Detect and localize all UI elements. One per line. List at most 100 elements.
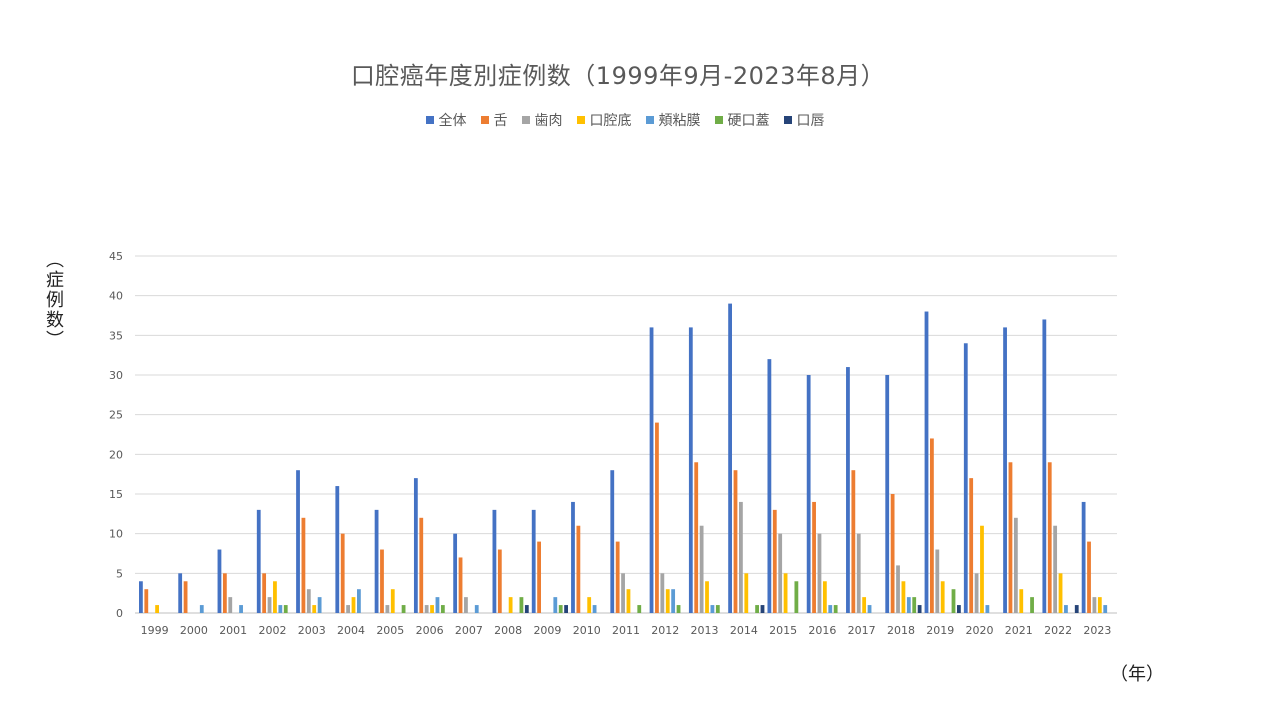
bar <box>524 605 529 613</box>
bar <box>296 470 300 613</box>
bar <box>1042 319 1047 613</box>
bar <box>144 589 149 613</box>
bar <box>615 541 620 613</box>
bar <box>728 303 732 613</box>
legend-swatch <box>645 116 654 124</box>
y-tick-label: 15 <box>109 488 123 501</box>
bar <box>856 533 861 613</box>
bar <box>867 605 872 613</box>
bar <box>576 525 581 613</box>
x-tick-label: 2003 <box>298 624 326 637</box>
bar <box>1019 589 1024 613</box>
x-tick-label: 2018 <box>887 624 915 637</box>
bar <box>974 573 979 613</box>
legend-item: 口唇 <box>783 110 825 130</box>
legend-swatch <box>576 116 585 124</box>
x-tick-label: 2008 <box>494 624 522 637</box>
bar <box>273 581 277 613</box>
bar <box>1064 605 1068 613</box>
bar <box>783 573 788 613</box>
bar <box>380 549 384 613</box>
bar <box>637 605 642 613</box>
bar <box>385 605 390 613</box>
bar <box>930 438 934 613</box>
bar <box>906 597 911 613</box>
x-tick-label: 2016 <box>808 624 836 637</box>
x-tick-label: 2015 <box>769 624 797 637</box>
y-tick-label: 25 <box>109 409 123 422</box>
bar <box>885 375 890 613</box>
bar <box>806 375 811 613</box>
bar <box>812 501 816 613</box>
bar <box>699 525 704 613</box>
legend-swatch <box>714 116 723 124</box>
bar <box>890 494 895 613</box>
bar <box>626 589 631 613</box>
bar <box>665 589 670 613</box>
bar <box>621 573 625 613</box>
x-tick-label: 2000 <box>180 624 208 637</box>
bar <box>553 597 558 613</box>
x-tick-label: 2020 <box>966 624 994 637</box>
bar <box>351 597 356 613</box>
bar <box>335 486 340 613</box>
bar <box>1087 541 1091 613</box>
x-tick-label: 2004 <box>337 624 365 637</box>
x-tick-label: 2006 <box>416 624 444 637</box>
x-tick-label: 2001 <box>219 624 247 637</box>
bar <box>969 478 974 613</box>
bar <box>413 478 418 613</box>
bar <box>239 605 243 613</box>
x-tick-label: 2009 <box>533 624 561 637</box>
bar <box>424 605 429 613</box>
bar <box>492 509 497 613</box>
bar <box>1053 525 1058 613</box>
bar <box>744 573 749 613</box>
legend-swatch <box>480 116 489 124</box>
bar <box>222 573 227 613</box>
bar <box>374 509 379 613</box>
bar <box>846 367 850 613</box>
bar <box>957 605 961 613</box>
bar <box>256 509 261 613</box>
bar <box>822 581 827 613</box>
bar <box>833 605 838 613</box>
x-tick-label: 1999 <box>141 624 169 637</box>
x-tick-label: 2017 <box>848 624 876 637</box>
bar <box>924 311 929 613</box>
legend-label: 舌 <box>493 113 508 129</box>
bar <box>419 517 424 613</box>
y-tick-label: 20 <box>109 448 123 461</box>
bar <box>317 597 322 613</box>
bar <box>901 581 906 613</box>
x-tick-label: 2023 <box>1083 624 1111 637</box>
bar <box>1058 573 1063 613</box>
bar <box>817 533 822 613</box>
legend-swatch <box>783 116 792 124</box>
bar <box>558 605 563 613</box>
bar <box>828 605 833 613</box>
bar <box>435 597 440 613</box>
bar <box>440 605 445 613</box>
bar <box>178 573 183 613</box>
legend-label: 口腔底 <box>589 113 632 129</box>
legend-label: 頬粘膜 <box>658 113 701 129</box>
legend-label: 硬口蓋 <box>727 113 770 129</box>
x-tick-label: 2014 <box>730 624 758 637</box>
bar <box>1103 605 1108 613</box>
bar <box>715 605 720 613</box>
bar <box>862 597 867 613</box>
bar <box>564 605 568 613</box>
bar <box>312 605 317 613</box>
bar <box>935 549 940 613</box>
bar <box>155 605 159 613</box>
bar <box>183 581 188 613</box>
bar <box>531 509 536 613</box>
legend-item: 歯肉 <box>521 110 563 130</box>
bar <box>694 462 699 613</box>
bar <box>705 581 709 613</box>
bar <box>139 581 143 613</box>
bar <box>301 517 306 613</box>
bar <box>660 573 665 613</box>
x-tick-label: 2013 <box>691 624 719 637</box>
